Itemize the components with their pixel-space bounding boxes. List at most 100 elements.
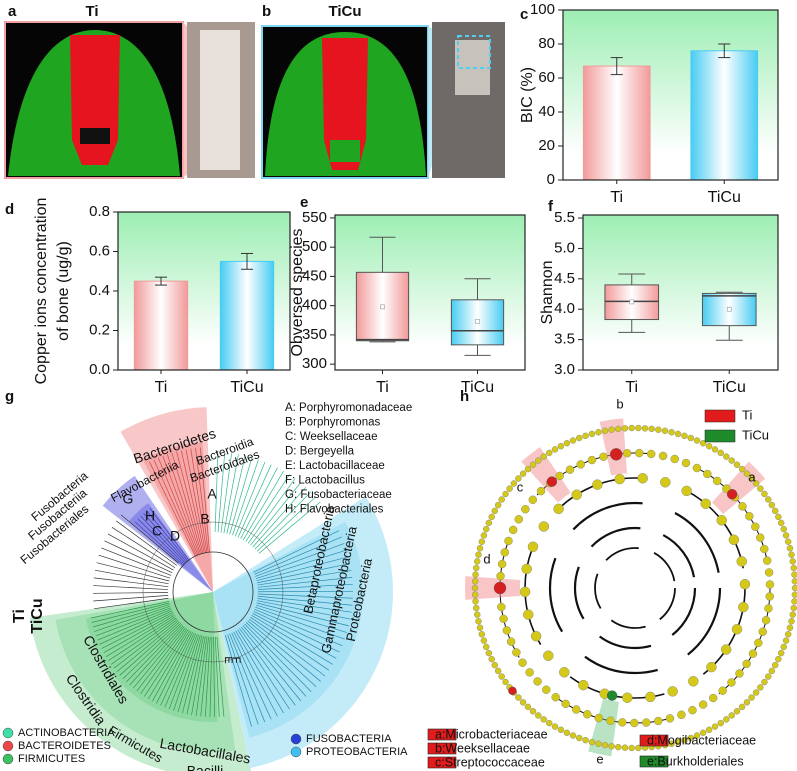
node (557, 443, 565, 450)
node (668, 429, 675, 436)
highlight (465, 576, 521, 600)
y-tick-label: 4.5 (554, 270, 575, 287)
branch (220, 453, 232, 533)
node (748, 649, 758, 658)
node (569, 732, 577, 739)
node (642, 718, 651, 727)
node (731, 624, 743, 635)
node (494, 667, 502, 675)
branch (156, 631, 193, 704)
node (587, 455, 597, 465)
branch (257, 570, 352, 586)
branch (217, 452, 226, 533)
branch (223, 454, 239, 534)
node (635, 424, 642, 432)
node (688, 705, 697, 715)
node (610, 448, 623, 461)
branch (151, 631, 192, 702)
branch (244, 623, 312, 692)
node (529, 461, 537, 468)
node (515, 694, 522, 701)
x-tick-label: TiCu (230, 379, 263, 396)
node (674, 430, 682, 438)
node (608, 426, 615, 433)
node (565, 465, 575, 474)
node (535, 457, 542, 464)
branch (245, 474, 290, 542)
clade-label: H (145, 508, 155, 524)
node (728, 712, 735, 719)
node (788, 618, 795, 625)
y-tick-label: 0.2 (89, 321, 110, 338)
node (757, 485, 764, 492)
node (471, 578, 479, 585)
branch (255, 606, 345, 640)
branch (132, 626, 185, 689)
node (786, 624, 794, 631)
legend-swatch (290, 733, 302, 745)
branch (256, 556, 349, 582)
node (488, 655, 495, 663)
branch (216, 636, 225, 717)
node (718, 686, 727, 695)
node (665, 714, 675, 723)
node (738, 703, 746, 711)
branch (239, 628, 296, 706)
node (563, 729, 571, 736)
node (780, 525, 787, 533)
branch (195, 448, 209, 553)
node (569, 437, 577, 444)
node (502, 626, 512, 635)
plot-frame (117, 211, 291, 371)
y-tick-label: 4.0 (554, 300, 575, 317)
x-tick-label: TiCu (713, 379, 746, 396)
node (504, 536, 513, 546)
branch (253, 611, 340, 653)
node (743, 470, 751, 477)
y-tick-label: 20 (538, 137, 555, 154)
node (738, 502, 747, 511)
branch (245, 622, 317, 687)
node (720, 644, 732, 655)
x-tick-label: TiCu (461, 379, 494, 396)
y-tick-label: 400 (302, 297, 327, 314)
x-tick-label: Ti (155, 379, 168, 396)
node (473, 604, 480, 612)
branch (140, 515, 186, 564)
node (508, 686, 517, 696)
panel-label: b (262, 3, 271, 20)
branch (113, 619, 178, 669)
taxon-label: c:Streptococcaceae (435, 755, 545, 769)
node (588, 738, 596, 746)
x-tick-label: Ti (376, 379, 389, 396)
node (473, 564, 480, 572)
node (606, 690, 618, 701)
clade-label: D (170, 528, 180, 544)
branch (173, 634, 200, 711)
node (595, 740, 602, 747)
node (496, 571, 505, 581)
y-tick-label: 3.5 (554, 331, 575, 348)
node (641, 425, 649, 432)
clade-marker: a (748, 469, 756, 484)
node (751, 522, 760, 531)
node (687, 734, 694, 742)
branch (229, 633, 266, 723)
branch (168, 634, 198, 710)
node (475, 618, 482, 625)
branch (237, 629, 290, 710)
taxon-label: d:Mogibacteriaceae (647, 733, 756, 747)
legend-swatch (704, 409, 736, 423)
node (674, 738, 682, 746)
node (765, 496, 772, 503)
node (670, 454, 679, 464)
node (606, 716, 615, 725)
branch (234, 461, 266, 537)
node (485, 519, 493, 527)
node (538, 521, 550, 532)
legend-swatch (2, 753, 14, 765)
taxon-swatch (427, 756, 457, 769)
branch (94, 597, 169, 610)
branch (146, 510, 188, 562)
branch (242, 625, 307, 697)
